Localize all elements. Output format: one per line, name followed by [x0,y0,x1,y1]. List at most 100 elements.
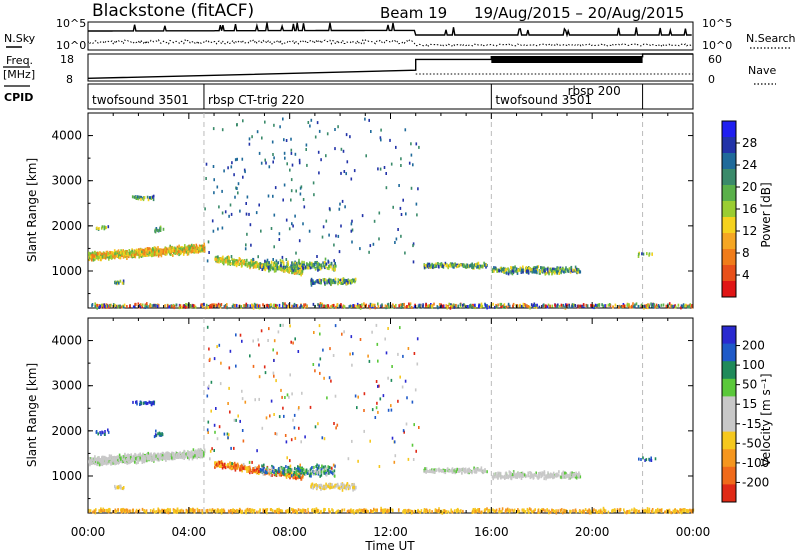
scatter-cell [259,468,262,472]
scatter-cell [388,305,390,309]
scatter-cell [500,304,502,308]
scatter-cell [165,451,168,455]
scatter-cell [381,303,383,307]
scatter-cell [297,474,300,478]
scatter-cell [330,305,332,309]
noise-panel: N.Sky 10^5 10^0 10^5 10^0 N.Search [4,17,796,52]
scatter-cell [172,303,175,307]
scatter-cell [96,303,98,307]
scatter-cell [242,304,245,308]
scatter-cell [203,450,206,454]
scatter-cell [520,304,523,308]
scatter-cell [462,264,465,268]
scatter-cell [506,271,508,275]
scatter-cell [147,451,150,455]
cpid-strip: CPID twofsound 3501 rbsp CT-trig 220 twofs… [4,83,694,110]
scatter-cell [89,461,92,465]
scatter-cell [283,138,285,142]
scatter-cell [220,257,223,261]
scatter-cell [574,265,577,269]
scatter-cell [449,262,452,266]
scatter-cell [303,205,306,209]
scatter-cell [354,277,357,281]
scatter-cell [257,304,260,308]
scatter-cell [205,303,208,307]
scatter-cell [272,258,274,261]
scatter-cell [310,485,312,489]
scatter-cell [322,467,325,471]
scatter-cell [191,249,193,253]
scatter-cell [244,262,247,266]
scatter-cell [425,467,428,471]
scatter-cell [680,306,682,310]
scatter-cell [406,305,408,308]
scatter-cell [149,253,152,257]
scatter-cell [245,243,247,247]
scatter-cell [311,466,313,469]
scatter-cell [562,267,565,271]
scatter-cell [337,486,340,490]
scatter-cell [226,306,228,310]
scatter-cell [229,461,231,465]
scatter-cell [215,257,218,261]
scatter-cell [521,471,524,475]
scatter-cell [430,265,432,269]
scatter-cell [174,251,176,255]
scatter-cell [431,304,434,308]
scatter-cell [195,243,198,247]
scatter-cell [427,304,430,308]
scatter-cell [301,475,303,478]
scatter-cell [292,473,295,477]
scatter-cell [286,264,288,268]
scatter-cell [256,471,258,475]
scatter-cell [205,177,207,180]
scatter-cell [134,255,137,259]
scatter-cell [112,252,115,256]
scatter-cell [326,279,328,283]
scatter-cell [564,305,566,309]
scatter-cell [307,121,310,124]
scatter-cell [355,485,357,489]
scatter-cell [539,270,541,274]
scatter-cell [125,454,128,458]
scatter-cell [98,304,100,307]
scatter-cell [143,252,145,256]
scatter-cell [515,269,518,273]
scatter-cell [104,456,106,460]
scatter-cell [493,266,495,270]
scatter-cell [161,250,163,253]
scatter-cell [261,464,263,468]
scatter-cell [326,132,329,136]
scatter-cell [157,452,160,456]
scatter-cell [152,304,154,308]
scatter-cell [548,272,550,276]
scatter-cell [309,472,312,476]
scatter-cell [177,246,180,250]
scatter-cell [290,189,293,193]
scatter-cell [480,466,483,470]
scatter-cell [278,232,281,236]
scatter-cell [224,304,227,307]
scatter-cell [453,305,456,309]
scatter-cell [282,261,285,265]
scatter-cell [326,266,329,270]
scatter-cell [256,303,258,307]
scatter-cell [284,268,286,272]
scatter-cell [98,456,100,459]
scatter-cell [533,266,536,270]
scatter-cell [500,268,503,272]
scatter-cell [549,304,551,308]
scatter-cell [496,269,499,273]
scatter-cell [226,303,228,307]
scatter-cell [419,304,421,308]
scatter-cell [274,469,277,472]
scatter-cell [261,468,263,472]
scatter-cell [533,269,535,273]
scatter-cell [292,268,294,272]
scatter-cell [175,303,178,307]
scatter-cell [98,463,101,467]
colorbar-segment [722,249,736,266]
scatter-cell [592,304,594,308]
scatter-cell [279,471,282,475]
scatter-cell [191,245,194,249]
